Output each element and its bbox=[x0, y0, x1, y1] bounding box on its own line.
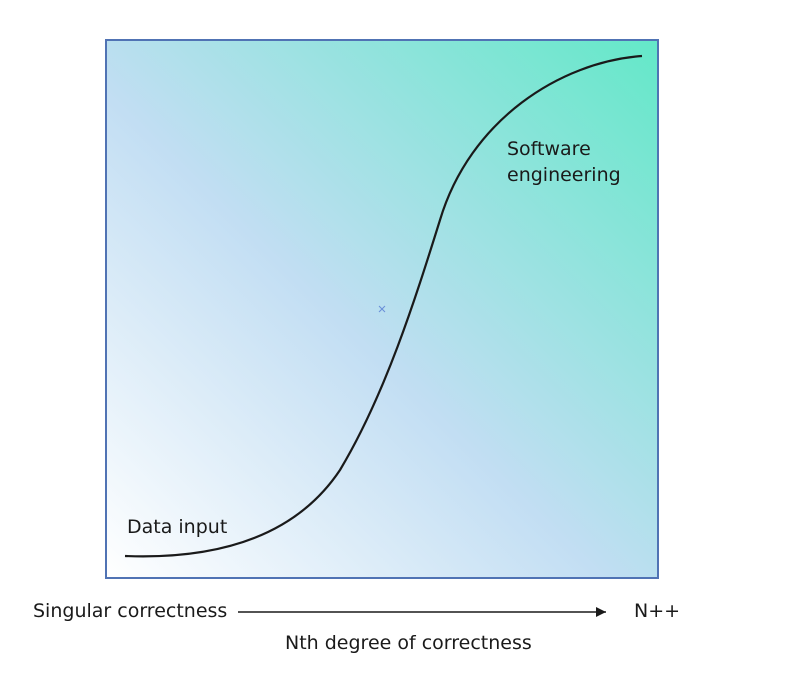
center-marker bbox=[378, 305, 386, 313]
data-input-label: Data input bbox=[127, 516, 228, 538]
s-curve bbox=[124, 54, 643, 558]
singular-correctness-label: Singular correctness bbox=[33, 600, 228, 622]
software-engineering-label: Software engineering bbox=[507, 138, 621, 186]
n-plus-plus-label: N++ bbox=[634, 600, 681, 622]
axis-caption: Nth degree of correctness bbox=[285, 632, 532, 654]
